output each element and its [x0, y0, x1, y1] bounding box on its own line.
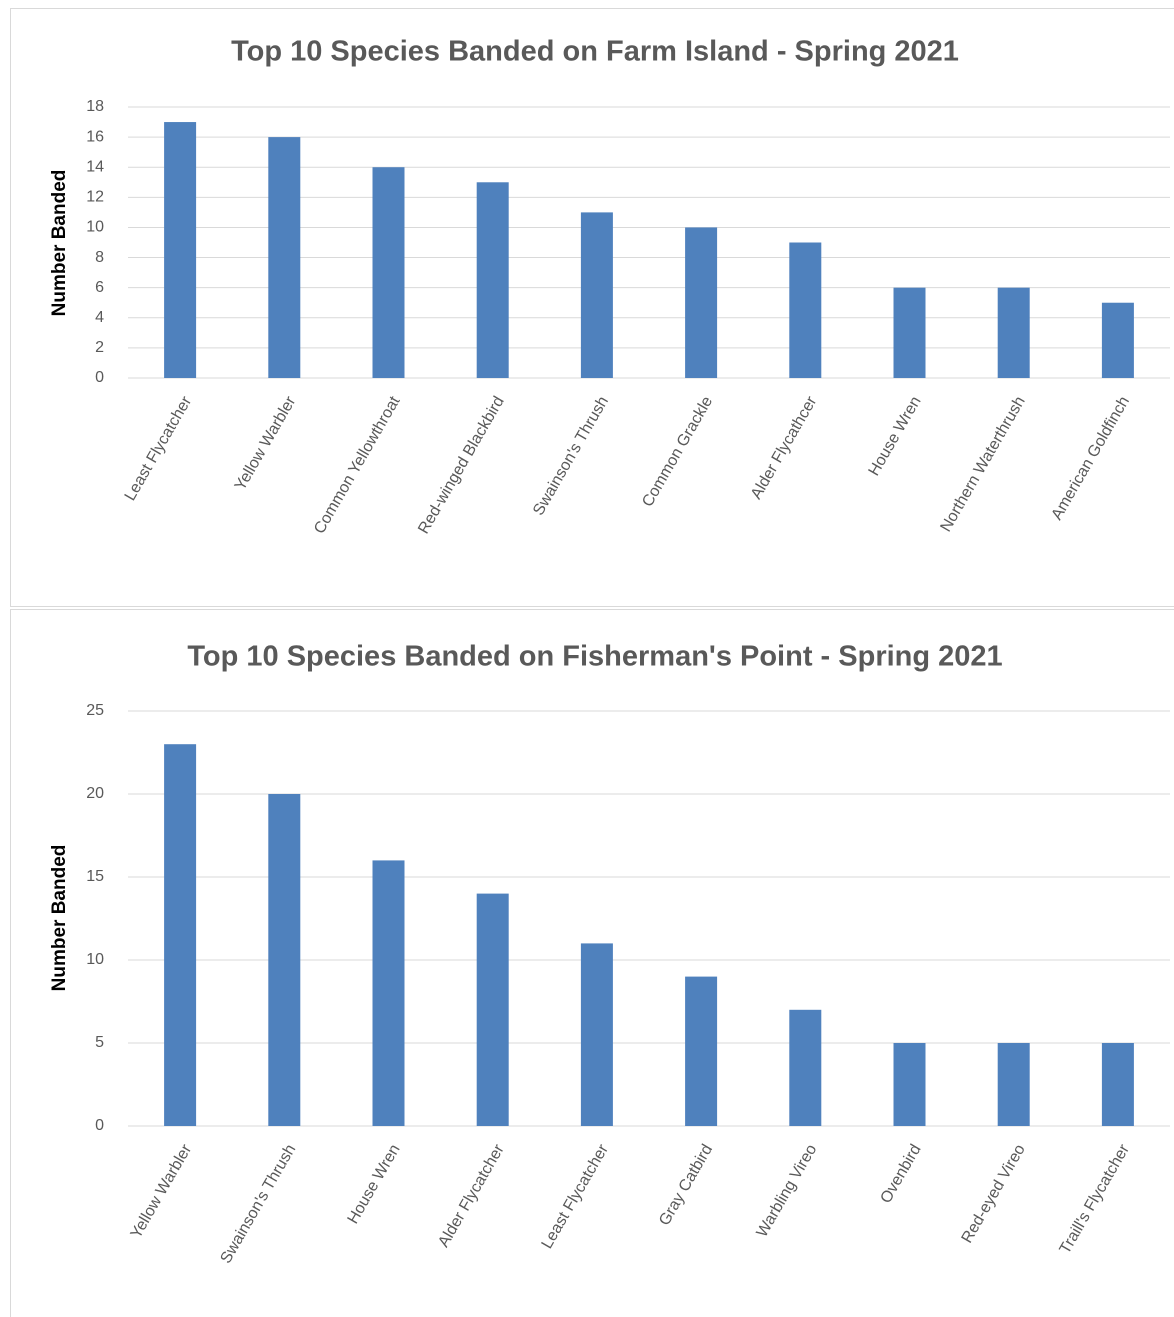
- y-tick-label: 10: [86, 951, 104, 968]
- y-tick-label: 5: [95, 1034, 104, 1051]
- y-tick-label: 10: [86, 219, 104, 236]
- y-tick-label: 25: [86, 702, 104, 719]
- bar: [685, 227, 718, 378]
- bar: [268, 794, 301, 1126]
- y-tick-label: 14: [86, 158, 104, 175]
- bar: [372, 167, 405, 378]
- y-tick-label: 18: [86, 98, 104, 115]
- y-tick-label: 6: [95, 279, 104, 296]
- bar: [789, 242, 822, 378]
- y-tick-label: 0: [95, 369, 104, 386]
- bar: [789, 1009, 822, 1126]
- bar: [372, 860, 405, 1126]
- bar: [580, 943, 613, 1126]
- y-tick-label: 8: [95, 249, 104, 266]
- bar: [268, 137, 301, 378]
- y-tick-label: 16: [86, 128, 104, 145]
- y-axis-label: Number Banded: [49, 845, 70, 992]
- bar: [893, 1043, 926, 1126]
- y-tick-label: 0: [95, 1117, 104, 1134]
- bar: [997, 287, 1030, 378]
- chart-title: Top 10 Species Banded on Farm Island - S…: [231, 36, 959, 68]
- y-axis-label: Number Banded: [49, 170, 70, 317]
- bar: [997, 1043, 1030, 1126]
- bar: [580, 212, 613, 378]
- bar: [164, 744, 197, 1126]
- y-tick-label: 12: [86, 189, 104, 206]
- y-tick-label: 15: [86, 868, 104, 885]
- bar: [1101, 302, 1134, 378]
- bar: [476, 182, 509, 378]
- chart-title: Top 10 Species Banded on Fisherman's Poi…: [187, 641, 1002, 673]
- y-tick-label: 4: [95, 309, 104, 326]
- bar: [476, 893, 509, 1126]
- bar: [164, 122, 197, 378]
- y-tick-label: 2: [95, 339, 104, 356]
- bar: [893, 287, 926, 378]
- bar: [685, 976, 718, 1126]
- bar: [1101, 1043, 1134, 1126]
- y-tick-label: 20: [86, 785, 104, 802]
